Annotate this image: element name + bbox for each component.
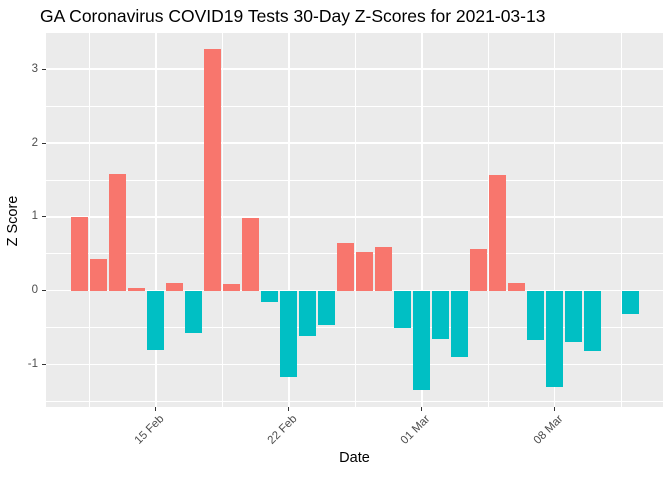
bar-20-feb	[242, 218, 260, 291]
bar-18-feb	[204, 49, 222, 291]
y-tick-mark	[42, 290, 46, 292]
x-tick-mark	[421, 407, 423, 411]
x-minor-gridline	[222, 33, 223, 407]
y-major-gridline	[46, 68, 663, 70]
bar-15-feb	[147, 290, 165, 351]
bar-13-feb	[109, 174, 127, 291]
bar-07-mar	[527, 290, 545, 341]
x-major-gridline	[155, 33, 157, 407]
x-tick-mark	[288, 407, 290, 411]
bar-22-feb	[280, 290, 298, 378]
bar-23-feb	[299, 290, 317, 337]
x-tick-mark	[155, 407, 157, 411]
y-tick-mark	[42, 216, 46, 218]
y-tick-mark	[42, 68, 46, 70]
y-minor-gridline	[46, 327, 663, 328]
bar-28-feb	[394, 290, 412, 328]
x-minor-gridline	[620, 33, 622, 407]
y-tick-label: 0	[31, 284, 38, 297]
y-tick-label: 3	[31, 62, 38, 75]
bar-16-feb	[166, 282, 184, 291]
bar-24-feb	[318, 290, 336, 325]
bar-04-mar	[470, 248, 488, 291]
y-major-gridline	[46, 216, 663, 218]
y-minor-gridline	[46, 400, 663, 402]
bar-08-mar	[546, 290, 564, 387]
x-major-gridline	[288, 33, 290, 407]
bar-09-mar	[565, 290, 583, 342]
y-major-gridline	[46, 142, 663, 144]
x-tick-label: 08 Mar	[531, 413, 566, 447]
x-minor-gridline	[487, 33, 489, 407]
x-major-gridline	[554, 33, 556, 407]
bar-17-feb	[185, 290, 203, 333]
bar-06-mar	[508, 282, 526, 291]
bar-01-mar	[413, 290, 431, 390]
x-axis-title: Date	[339, 450, 370, 466]
bar-12-mar	[622, 290, 640, 314]
y-minor-gridline	[46, 105, 663, 107]
bar-10-mar	[584, 290, 602, 352]
bar-19-feb	[223, 284, 241, 291]
y-tick-label: 1	[31, 210, 38, 223]
y-tick-label: 2	[31, 136, 38, 149]
x-tick-mark	[554, 407, 556, 411]
x-tick-label: 15 Feb	[132, 413, 167, 447]
bar-11-feb	[71, 216, 89, 291]
x-tick-label: 22 Feb	[265, 413, 300, 447]
chart-title: GA Coronavirus COVID19 Tests 30-Day Z-Sc…	[40, 6, 546, 26]
bar-25-feb	[337, 242, 355, 291]
bar-26-feb	[356, 252, 374, 291]
y-major-gridline	[46, 289, 663, 292]
x-minor-gridline	[354, 33, 356, 407]
bar-02-mar	[432, 290, 450, 339]
y-minor-gridline	[46, 179, 663, 181]
bar-12-feb	[90, 258, 108, 291]
bar-05-mar	[489, 174, 507, 291]
x-major-gridline	[421, 33, 423, 407]
y-tick-label: -1	[27, 357, 38, 370]
y-minor-gridline	[46, 253, 663, 255]
y-tick-mark	[42, 363, 46, 365]
x-tick-label: 01 Mar	[398, 413, 433, 447]
y-tick-mark	[42, 142, 46, 144]
y-major-gridline	[46, 363, 663, 366]
x-minor-gridline	[89, 33, 90, 407]
bar-14-feb	[128, 288, 146, 291]
bar-21-feb	[261, 290, 279, 303]
bar-03-mar	[451, 290, 469, 358]
bar-27-feb	[375, 247, 393, 291]
